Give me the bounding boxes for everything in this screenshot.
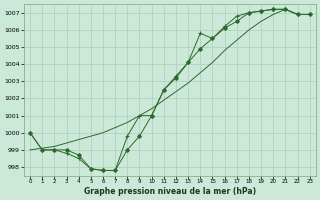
X-axis label: Graphe pression niveau de la mer (hPa): Graphe pression niveau de la mer (hPa) xyxy=(84,187,256,196)
